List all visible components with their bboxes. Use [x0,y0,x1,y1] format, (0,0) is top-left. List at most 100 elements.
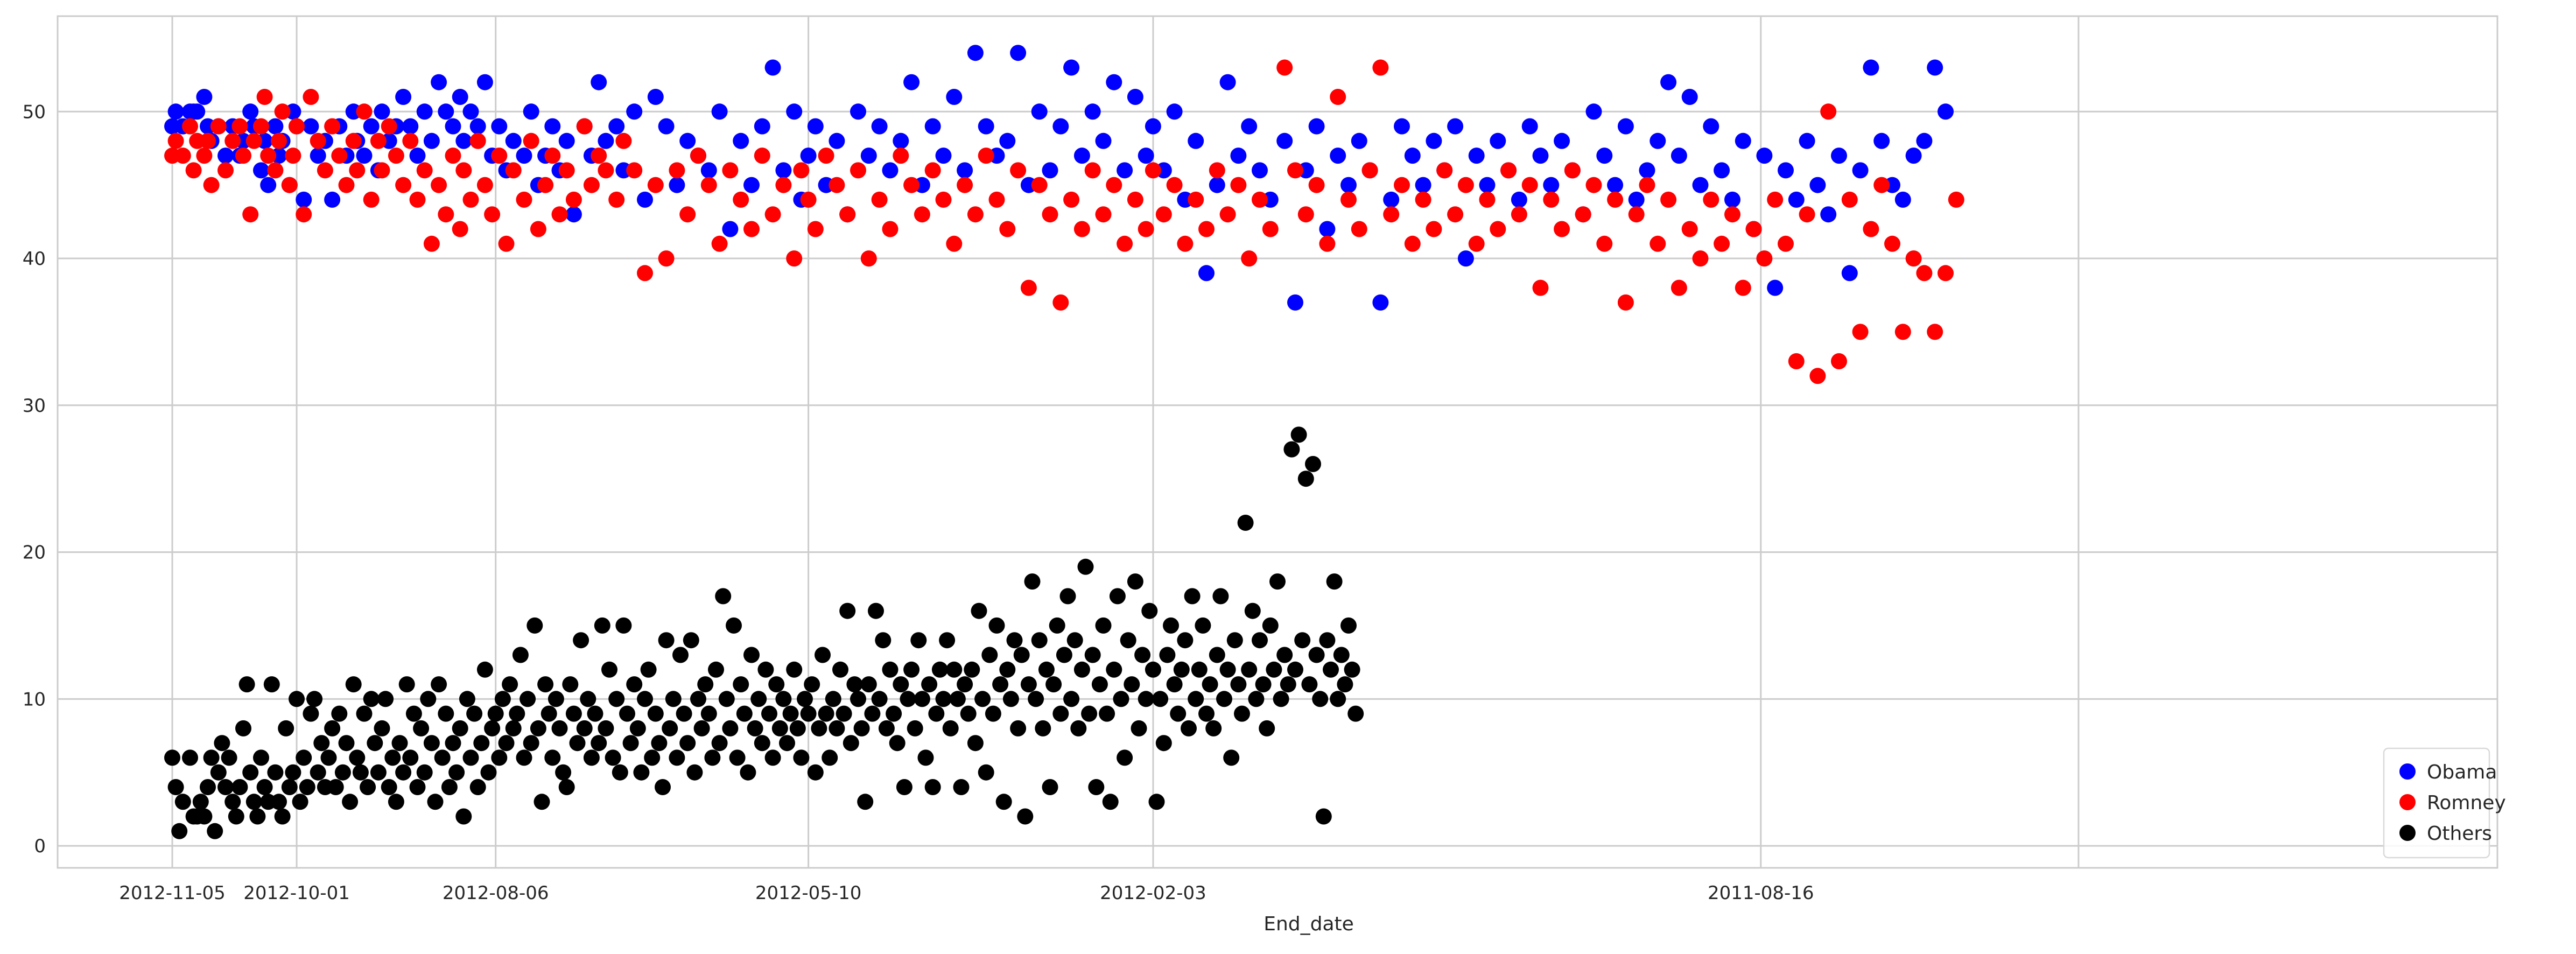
others-point [551,720,568,736]
obama-point [1479,177,1496,193]
obama-point [1415,177,1431,193]
romney-point [1916,265,1933,282]
obama-point [1457,250,1474,267]
others-point [715,588,732,605]
obama-point [1554,132,1570,149]
obama-point [491,118,508,135]
romney-point [807,221,824,237]
others-point [981,647,998,663]
others-point [974,691,991,707]
x-tick-label: 2012-05-10 [755,882,862,904]
obama-point [1778,162,1794,179]
others-point [498,735,515,752]
romney-point [1681,221,1698,237]
others-point [320,749,337,766]
romney-point [1756,250,1773,267]
obama-point [775,162,792,179]
obama-point [431,74,447,90]
others-point [1113,691,1129,707]
legend-marker-others [2399,825,2416,841]
obama-point [1660,74,1677,90]
obama-point [800,148,817,164]
others-point [1191,661,1208,678]
others-point [1109,588,1126,605]
others-point [1152,691,1169,707]
others-point [971,602,987,619]
romney-point [978,148,994,164]
others-point [608,691,625,707]
others-point [900,691,916,707]
others-point [722,720,739,736]
others-point [846,676,863,693]
others-point [289,691,305,707]
romney-point [498,235,515,252]
others-point [1017,808,1034,825]
obama-point [455,132,472,149]
romney-point [1554,221,1570,237]
others-point [797,691,813,707]
y-tick-label: 0 [34,836,46,857]
others-point [679,735,696,752]
obama-point [1351,132,1367,149]
others-point [921,676,938,693]
others-point [331,705,348,722]
romney-point [1585,177,1602,193]
obama-point [647,89,664,105]
others-point [580,691,596,707]
others-point [573,632,589,649]
others-point [754,735,770,752]
others-point [1002,691,1019,707]
others-point [914,691,930,707]
obama-point [395,89,412,105]
romney-point [349,162,366,179]
y-tick-label: 30 [23,395,46,417]
romney-point [1905,250,1922,267]
romney-point [1394,177,1410,193]
others-point [889,735,906,752]
romney-point [317,162,333,179]
others-point [1138,691,1154,707]
others-point [466,705,483,722]
others-point [356,705,373,722]
others-point [502,676,518,693]
others-point [747,720,763,736]
romney-point [185,162,202,179]
others-point [1127,573,1143,590]
obama-point [1607,177,1624,193]
y-tick-label: 10 [23,689,46,710]
romney-point [1095,206,1112,223]
others-point [558,779,575,795]
others-point [1155,735,1172,752]
obama-point [505,132,522,149]
romney-point [1927,324,1943,340]
romney-point [1596,235,1613,252]
romney-point [1042,206,1058,223]
others-point [278,720,294,736]
romney-point [1511,206,1527,223]
others-point [1266,661,1282,678]
others-point [1269,573,1286,590]
others-point [693,720,710,736]
others-point [928,705,945,722]
romney-point [388,148,404,164]
others-point [1088,779,1105,795]
others-point [516,749,532,766]
others-point [310,764,326,781]
others-point [469,779,486,795]
others-point [992,676,1009,693]
others-point [633,764,650,781]
others-point [761,705,777,722]
others-point [587,705,603,722]
romney-point [1219,206,1236,223]
others-point [686,764,703,781]
obama-point [1532,148,1549,164]
romney-point [1500,162,1517,179]
obama-point [1031,103,1048,120]
others-point [238,676,255,693]
obama-point [1863,59,1879,76]
obama-point [999,132,1016,149]
others-point [534,794,550,810]
romney-point [1938,265,1954,282]
others-point [494,691,511,707]
others-point [1081,705,1098,722]
